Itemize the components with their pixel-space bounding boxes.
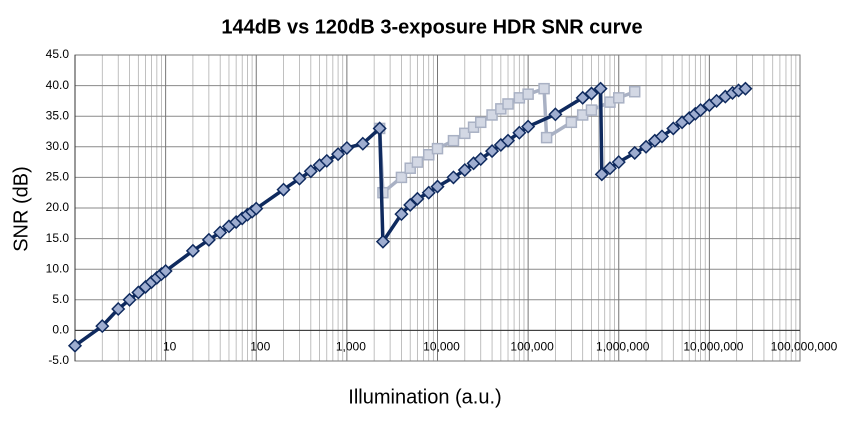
marker: [627, 145, 642, 160]
marker: [249, 201, 264, 216]
marker: [575, 90, 590, 105]
marker: [666, 121, 681, 136]
marker: [213, 225, 228, 240]
x-tick-label: 10,000: [423, 340, 460, 354]
marker: [331, 147, 346, 162]
marker: [276, 182, 291, 197]
y-tick-label: 25.0: [46, 170, 70, 184]
marker: [375, 234, 390, 249]
y-axis-title: SNR (dB): [10, 166, 32, 252]
x-axis-title: Illumination (a.u.): [348, 386, 501, 408]
y-tick-label: 30.0: [46, 139, 70, 153]
marker: [422, 149, 435, 161]
marker: [594, 167, 609, 182]
marker: [447, 134, 460, 147]
x-tick-label: 10,000,000: [683, 340, 743, 354]
marker: [446, 170, 461, 185]
marker: [693, 103, 708, 118]
marker: [410, 191, 425, 206]
marker: [292, 171, 307, 186]
x-tick-label: 100: [250, 340, 270, 354]
marker: [585, 104, 598, 116]
marker: [67, 338, 83, 353]
marker: [548, 107, 563, 122]
marker: [500, 133, 516, 148]
marker: [611, 155, 626, 170]
marker: [474, 116, 487, 129]
x-tick-label: 1,000: [336, 340, 366, 354]
marker: [319, 153, 334, 168]
x-tick-label: 10: [163, 340, 177, 354]
marker: [421, 185, 436, 200]
marker: [158, 263, 173, 279]
marker: [628, 85, 641, 98]
marker: [403, 197, 418, 213]
marker: [538, 82, 550, 95]
marker: [593, 81, 608, 96]
y-tick-label: 20.0: [46, 200, 70, 214]
x-tick-label: 1,000,000: [596, 340, 650, 354]
marker: [339, 140, 354, 156]
marker: [185, 243, 200, 258]
marker: [602, 161, 618, 176]
marker: [111, 301, 126, 317]
marker: [411, 156, 424, 168]
y-tick-label: -5.0: [48, 353, 69, 367]
marker: [459, 127, 471, 140]
marker: [95, 319, 110, 334]
marker: [303, 164, 318, 179]
marker: [654, 129, 670, 144]
marker: [355, 136, 370, 151]
marker: [565, 116, 578, 129]
marker: [395, 171, 408, 184]
x-tick-label: 100,000: [510, 340, 554, 354]
marker: [473, 151, 488, 167]
y-tick-label: 35.0: [46, 108, 70, 122]
marker: [486, 109, 498, 121]
marker: [540, 131, 553, 144]
marker: [709, 93, 724, 108]
marker: [201, 232, 216, 247]
marker: [522, 88, 534, 100]
marker: [430, 179, 445, 194]
chart-title: 144dB vs 120dB 3-exposure HDR SNR curve: [221, 16, 642, 38]
marker: [738, 81, 753, 96]
y-tick-label: 0.0: [52, 323, 69, 337]
marker: [457, 162, 472, 178]
marker: [485, 144, 500, 159]
marker: [584, 86, 599, 101]
marker: [431, 142, 444, 155]
y-tick-label: 10.0: [46, 261, 70, 275]
marker: [404, 162, 416, 174]
y-tick-label: 40.0: [46, 78, 70, 92]
y-tick-label: 15.0: [46, 231, 70, 245]
y-tick-label: 45.0: [46, 47, 70, 61]
marker: [638, 139, 654, 154]
marker: [372, 121, 387, 136]
marker: [521, 119, 536, 134]
y-tick-label: 5.0: [52, 292, 69, 306]
grid: [75, 54, 801, 362]
marker: [502, 98, 514, 110]
marker: [122, 292, 137, 307]
marker: [512, 125, 527, 140]
x-tick-label: 100,000,000: [771, 340, 838, 354]
marker: [394, 207, 409, 222]
marker: [613, 92, 625, 104]
